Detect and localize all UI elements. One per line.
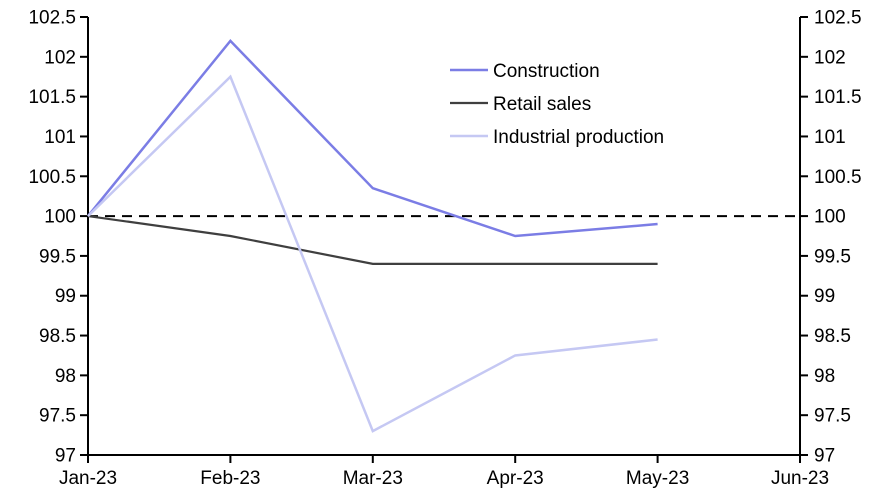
y-axis-tick-label-left: 101.5 [28, 87, 76, 108]
x-axis-tick-label: Apr-23 [487, 468, 544, 489]
series-line-industrial-production [87, 74, 658, 433]
y-axis-tick-label-right: 100 [814, 207, 846, 228]
y-axis-tick-label-right: 98.5 [814, 326, 851, 347]
x-axis-tick-label: May-23 [626, 468, 689, 489]
y-axis-tick-label-left: 98.5 [39, 326, 76, 347]
legend-label-retail-sales: Retail sales [493, 94, 591, 115]
x-axis-tick-label: Feb-23 [200, 468, 260, 489]
x-axis-tick-label: Mar-23 [343, 468, 403, 489]
y-axis-tick-label-left: 100.5 [28, 167, 76, 188]
y-axis-tick-label-right: 102.5 [814, 8, 862, 29]
legend-label-construction: Construction [493, 61, 600, 82]
x-axis-tick-label: Jan-23 [59, 468, 117, 489]
y-axis-tick-label-right: 99 [814, 286, 835, 307]
x-axis-tick-label: Jun-23 [771, 468, 829, 489]
y-axis-tick-label-right: 97 [814, 446, 835, 467]
legend-label-industrial-production: Industrial production [493, 127, 664, 148]
series-line-retail-sales [87, 215, 658, 265]
y-axis-tick-label-left: 102 [44, 47, 76, 68]
y-axis-tick-label-right: 99.5 [814, 246, 851, 267]
y-axis-tick-label-left: 99.5 [39, 246, 76, 267]
y-axis-tick-label-left: 97.5 [39, 406, 76, 427]
y-axis-tick-label-right: 100.5 [814, 167, 862, 188]
series-line-construction [87, 39, 658, 238]
y-axis-tick-label-right: 97.5 [814, 406, 851, 427]
y-axis-tick-label-right: 98 [814, 366, 835, 387]
y-axis-tick-label-right: 101.5 [814, 87, 862, 108]
y-axis-tick-label-left: 98 [55, 366, 76, 387]
y-axis-tick-label-right: 101 [814, 127, 846, 148]
y-axis-tick-label-left: 100 [44, 207, 76, 228]
y-axis-tick-label-right: 102 [814, 47, 846, 68]
y-axis-tick-label-left: 101 [44, 127, 76, 148]
y-axis-tick-label-left: 97 [55, 446, 76, 467]
y-axis-tick-label-left: 99 [55, 286, 76, 307]
y-axis-tick-label-left: 102.5 [28, 8, 76, 29]
